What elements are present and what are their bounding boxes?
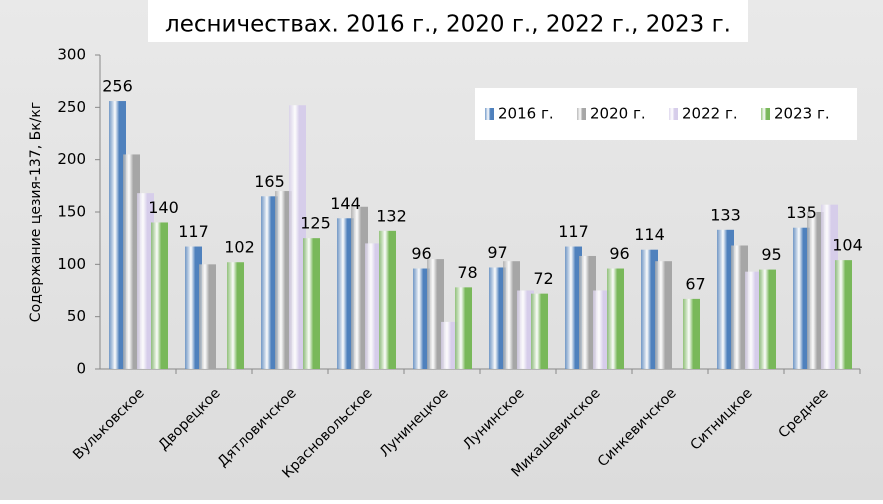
data-label: 96	[411, 244, 431, 263]
data-label: 135	[786, 203, 817, 222]
bar	[593, 290, 610, 369]
bar	[365, 243, 382, 369]
data-label: 114	[634, 225, 665, 244]
y-axis-label: Содержание цезия-137, Бк/кг	[28, 102, 44, 322]
legend-label: 2016 г.	[498, 105, 554, 123]
y-tick-label: 50	[67, 307, 86, 325]
bar	[821, 204, 838, 369]
y-tick-label: 150	[57, 203, 86, 221]
bar	[731, 245, 748, 369]
data-label: 78	[457, 263, 477, 282]
legend-swatch	[577, 108, 586, 120]
bar	[793, 227, 810, 369]
bar	[565, 246, 582, 369]
bar	[807, 212, 824, 369]
data-label: 72	[533, 269, 553, 288]
bar	[185, 246, 202, 369]
data-label: 125	[300, 214, 331, 233]
bar	[351, 206, 368, 369]
bar	[503, 261, 520, 369]
bar	[109, 101, 126, 369]
bar	[413, 268, 430, 369]
data-label: 256	[102, 77, 133, 96]
bar	[261, 196, 278, 369]
bar	[199, 264, 216, 369]
bar	[455, 287, 472, 369]
bar	[289, 105, 306, 370]
legend-swatch	[761, 108, 770, 120]
bar	[151, 222, 168, 369]
y-tick-label: 200	[57, 150, 86, 168]
bar	[683, 298, 700, 369]
data-label: 117	[558, 222, 589, 241]
y-tick-label: 250	[57, 98, 86, 116]
legend-box	[475, 88, 857, 140]
bar	[835, 260, 852, 369]
bar	[745, 271, 762, 369]
chart-title: лесничествах. 2016 г., 2020 г., 2022 г.,…	[165, 12, 731, 38]
bar	[607, 268, 624, 369]
data-label: 67	[685, 274, 705, 293]
legend-label: 2023 г.	[774, 105, 830, 123]
data-label: 96	[609, 244, 629, 263]
data-label: 144	[330, 194, 361, 213]
bar	[717, 229, 734, 369]
legend-label: 2020 г.	[590, 105, 646, 123]
data-label: 104	[832, 236, 863, 255]
legend-label: 2022 г.	[682, 105, 738, 123]
bar	[137, 193, 154, 369]
y-tick-label: 100	[57, 255, 86, 273]
title-box	[148, 0, 748, 42]
bar	[531, 293, 548, 369]
bar	[379, 230, 396, 369]
bar	[489, 267, 506, 369]
bar	[579, 255, 596, 369]
data-label: 117	[178, 222, 209, 241]
bar	[655, 261, 672, 369]
data-label: 97	[487, 243, 507, 262]
data-label: 133	[710, 205, 741, 224]
data-label: 140	[148, 198, 179, 217]
bar	[227, 262, 244, 369]
data-label: 102	[224, 238, 255, 257]
y-tick-label: 0	[76, 360, 86, 378]
y-tick-label: 300	[57, 46, 86, 64]
bar	[641, 249, 658, 369]
bar	[441, 321, 458, 369]
bar	[517, 290, 534, 369]
bar	[427, 259, 444, 369]
bar	[123, 154, 140, 369]
bar	[275, 191, 292, 369]
bar	[303, 238, 320, 369]
data-label: 132	[376, 206, 407, 225]
data-label: 165	[254, 172, 285, 191]
data-label: 95	[761, 245, 781, 264]
legend-swatch	[485, 108, 494, 120]
bar	[337, 218, 354, 369]
bar	[759, 269, 776, 369]
legend-swatch	[669, 108, 678, 120]
